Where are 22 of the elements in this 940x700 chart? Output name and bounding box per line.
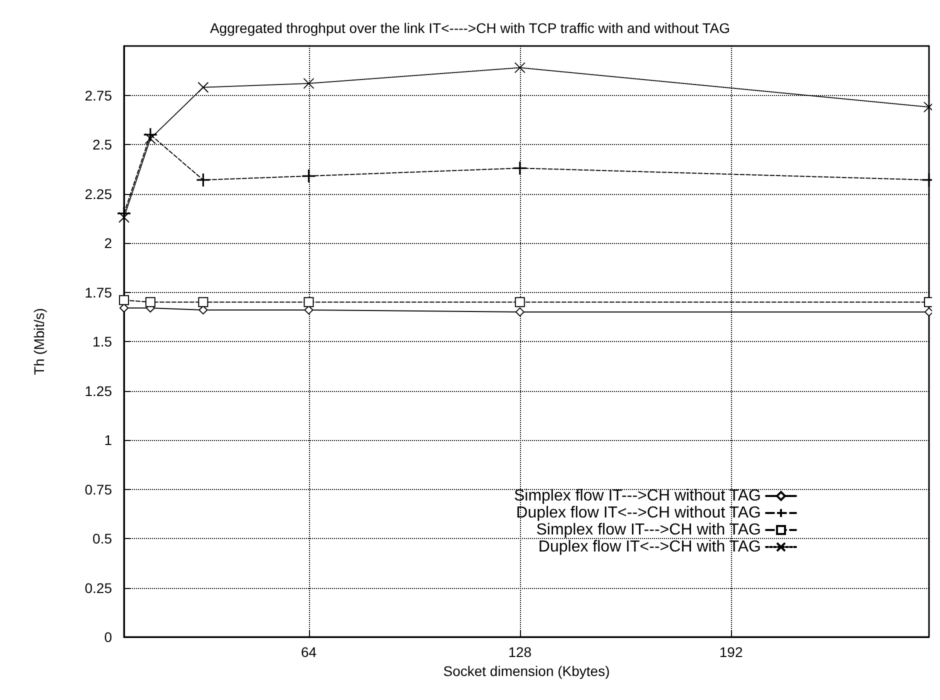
y-tick-label: 1.5 xyxy=(92,334,112,350)
legend-label: Simplex flow IT--->CH without TAG xyxy=(514,488,761,504)
y-axis-title: Th (Mbit/s) xyxy=(31,308,47,375)
x-tick-label: 192 xyxy=(719,644,743,660)
chart-title: Aggregated throghput over the link IT<---->CH with TCP traffic with and without TAG xyxy=(210,20,730,36)
y-tick-label: 0.5 xyxy=(92,530,112,546)
legend-label: Duplex flow IT<-->CH with TAG xyxy=(538,538,761,556)
y-tick-label: 0.75 xyxy=(84,481,112,498)
y-tick-label: 2.75 xyxy=(84,87,112,104)
y-tick-label: 1.75 xyxy=(84,284,112,300)
legend-label: Duplex flow IT<-->CH without TAG xyxy=(516,504,761,522)
x-tick-label: 64 xyxy=(300,644,317,660)
x-axis-title: Socket dimension (Kbytes) xyxy=(443,662,610,679)
x-tick-label: 128 xyxy=(508,644,532,660)
y-tick-label: 1.25 xyxy=(84,382,112,399)
legend-label: Simplex flow IT--->CH with TAG xyxy=(536,522,761,538)
y-tick-label: 0 xyxy=(104,629,112,645)
y-tick-label: 2.25 xyxy=(84,186,112,202)
y-tick-label: 2.5 xyxy=(92,136,112,152)
y-tick-label: 2 xyxy=(104,235,112,251)
y-tick-label: 0.25 xyxy=(84,580,112,596)
y-tick-label: 1 xyxy=(104,432,112,448)
